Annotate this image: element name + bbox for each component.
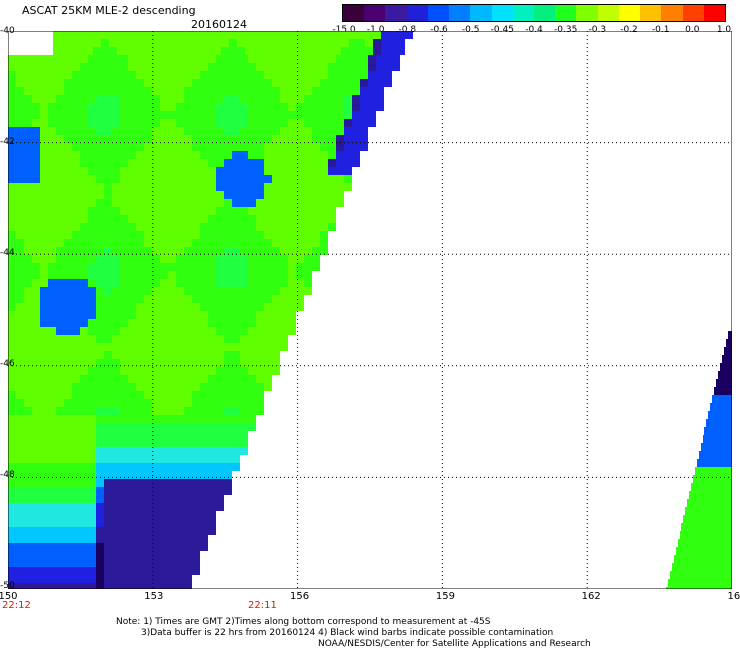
lat-tick-label: -42 [0,137,15,147]
lon-tick-label: 165 [727,591,740,602]
colorbar-label: -0.8 [398,25,417,35]
map-date: 20160124 [191,18,247,31]
colorbar-label: -0.35 [554,25,578,35]
lon-tick-label: 150 [0,591,18,602]
colorbar-swatch [618,5,641,21]
colorbar-swatch [449,5,471,21]
colorbar-label: -0.5 [461,25,480,35]
colorbar-swatch [427,5,450,21]
colorbar-swatch [555,5,577,21]
map-title: ASCAT 25KM MLE-2 descending [22,4,196,17]
colorbar-label: -0.6 [430,25,448,35]
colorbar-swatch [470,5,492,21]
footer-credit: NOAA/NESDIS/Center for Satellite Applica… [318,639,591,649]
colorbar-swatch [406,5,428,21]
colorbar-swatch [343,5,365,21]
colorbar-swatch [703,5,725,21]
footer-note-2: 3)Data buffer is 22 hrs from 20160124 4)… [141,628,554,638]
colorbar-swatch [533,5,556,21]
swath-map [8,31,732,589]
lon-tick-label: 153 [144,591,164,602]
colorbar-swatch [640,5,662,21]
colorbar-label: -0.2 [620,25,638,35]
colorbar-label: -1.0 [366,25,385,35]
colorbar-swatch [576,5,598,21]
time-mid: 22:11 [248,600,277,611]
time-left: 22:12 [2,600,31,611]
colorbar-swatch [512,5,534,21]
lat-tick-label: -50 [0,581,15,591]
lat-tick-label: -44 [0,248,15,258]
colorbar-swatch [385,5,407,21]
footer-note-1: Note: 1) Times are GMT 2)Times along bot… [116,617,491,627]
colorbar [342,4,726,22]
colorbar-label: 1.0 [716,25,732,35]
colorbar-swatch [661,5,683,21]
lat-tick-label: -40 [0,26,15,36]
lat-tick-label: -46 [0,359,15,369]
lon-tick-label: 159 [435,591,455,602]
colorbar-swatch [491,5,513,21]
colorbar-swatch [364,5,386,21]
lon-tick-label: 162 [581,591,601,602]
colorbar-label: -0.4 [525,25,543,35]
colorbar-swatch [682,5,704,21]
colorbar-label: -15.0 [332,25,356,35]
colorbar-label: -0.3 [588,25,607,35]
colorbar-swatch [597,5,619,21]
colorbar-label: -0.45 [490,25,514,35]
colorbar-labels: -15.0 -1.0 -0.8 -0.6 -0.5 -0.45 -0.4 -0.35 -0.3 -… [330,25,734,37]
lat-tick-label: -48 [0,470,15,480]
colorbar-label: 0.0 [685,25,700,35]
lon-tick-label: 156 [290,591,310,602]
colorbar-label: -0.1 [651,25,670,35]
